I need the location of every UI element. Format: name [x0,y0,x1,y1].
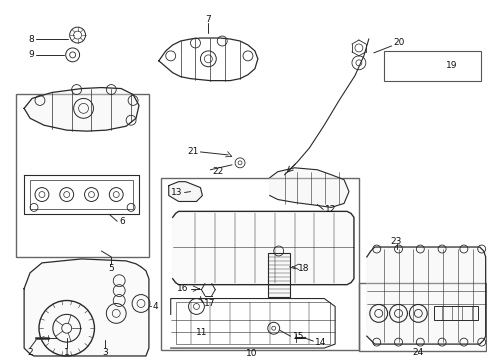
Text: 19: 19 [446,61,457,70]
Polygon shape [24,87,139,131]
Text: 16: 16 [177,284,188,293]
Bar [30,180,133,210]
Text: 17: 17 [204,299,215,308]
Bar [161,178,358,350]
Text: 4: 4 [153,302,158,311]
Text: 14: 14 [315,338,326,347]
Bar [16,94,149,257]
Polygon shape [269,168,348,207]
Polygon shape [168,182,202,202]
Text: 5: 5 [108,264,114,273]
Text: 13: 13 [171,188,182,197]
Text: 20: 20 [393,39,404,48]
Bar [267,253,289,297]
Text: 2: 2 [27,347,33,356]
Text: 9: 9 [28,50,34,59]
Polygon shape [366,247,485,344]
Text: 18: 18 [297,264,308,273]
Text: 7: 7 [205,15,211,24]
Text: 3: 3 [102,347,108,356]
Text: 10: 10 [245,348,257,357]
Text: 8: 8 [28,35,34,44]
Text: 1: 1 [64,347,69,356]
Text: 22: 22 [212,167,223,176]
Text: 21: 21 [187,148,198,157]
Text: 15: 15 [292,332,304,341]
Bar [383,51,480,81]
Polygon shape [24,259,149,356]
Bar [175,302,329,344]
Bar [358,283,485,351]
Text: 12: 12 [325,205,336,214]
Text: 11: 11 [195,328,206,337]
Text: 24: 24 [412,347,423,356]
Text: 6: 6 [119,217,125,226]
Text: 23: 23 [390,237,402,246]
Bar [433,306,477,320]
Polygon shape [172,211,353,285]
